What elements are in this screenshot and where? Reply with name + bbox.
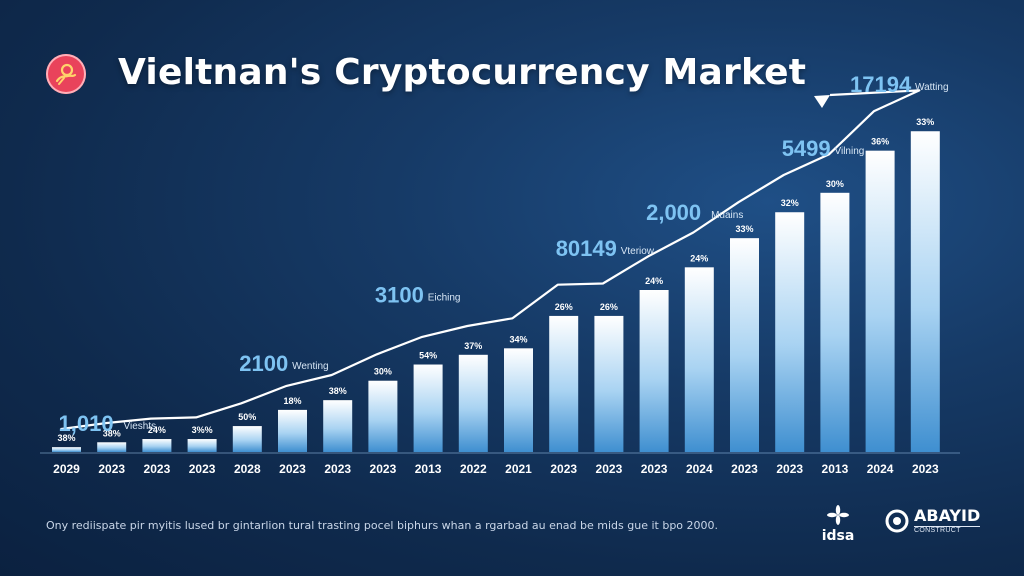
- bar: [594, 315, 624, 452]
- callout-value: 5499: [782, 136, 831, 161]
- callout-label: Vieshts: [124, 421, 157, 432]
- bar: [368, 380, 398, 452]
- bar-value-label: 37%: [464, 341, 482, 351]
- bar: [684, 267, 714, 452]
- bar: [639, 290, 669, 452]
- x-tick-label: 2023: [324, 462, 351, 476]
- x-tick-label: 2023: [641, 462, 668, 476]
- callout: 2100 Wenting: [239, 351, 328, 376]
- x-tick-label: 2023: [776, 462, 803, 476]
- x-tick-label: 2024: [867, 462, 894, 476]
- bar-value-label: 26%: [600, 302, 618, 312]
- x-tick-label: 2013: [822, 462, 849, 476]
- bar-value-label: 30%: [374, 367, 392, 377]
- bar-value-label: 34%: [509, 334, 527, 344]
- bar-value-label: 26%: [555, 302, 573, 312]
- callout: 2,000 Muains: [646, 200, 743, 225]
- callout-label: Watting: [915, 82, 949, 93]
- bar-value-label: 30%: [826, 179, 844, 189]
- bar: [865, 150, 895, 452]
- brand-name-left: idsa: [821, 528, 855, 544]
- callout: 3100 Eiching: [375, 283, 461, 308]
- x-tick-label: 2021: [505, 462, 532, 476]
- bar: [97, 442, 127, 452]
- bar: [278, 409, 307, 452]
- x-tick-label: 2022: [460, 462, 487, 476]
- callout-label: Muains: [711, 210, 743, 221]
- bar-value-label: 36%: [871, 137, 889, 147]
- bar: [820, 192, 850, 453]
- bar-value-label: 38%: [103, 428, 121, 438]
- bar-value-label: 24%: [645, 276, 663, 286]
- x-tick-label: 2023: [98, 462, 125, 476]
- x-tick-label: 2023: [144, 462, 171, 476]
- bar: [504, 348, 533, 452]
- x-tick-label: 2023: [189, 462, 216, 476]
- x-tick-label: 2023: [731, 462, 758, 476]
- x-tick-label: 2023: [912, 462, 939, 476]
- coin-hand-icon: [46, 54, 86, 94]
- brand-tagline-right: CONSTRUCT: [914, 526, 981, 534]
- flower-icon: [827, 505, 849, 525]
- x-tick-label: 2028: [234, 462, 261, 476]
- x-tick-label: 2029: [53, 462, 80, 476]
- bar-value-label: 54%: [419, 351, 437, 361]
- brand-logo-right: ABAYID CONSTRUCT: [884, 506, 981, 534]
- callout-value: 3100: [375, 283, 424, 308]
- bar: [910, 131, 940, 453]
- x-tick-label: 2023: [370, 462, 397, 476]
- bar-value-label: 24%: [690, 253, 708, 263]
- callout-label: Eiching: [428, 293, 461, 304]
- bar-value-label: 50%: [238, 412, 256, 422]
- x-tick-label: 2023: [279, 462, 306, 476]
- bar: [187, 439, 217, 452]
- bar-value-label: 24%: [148, 425, 166, 435]
- callout-value: 80149: [556, 236, 617, 261]
- bar-value-label: 33%: [735, 224, 753, 234]
- bar: [232, 426, 262, 452]
- x-tick-label: 2023: [550, 462, 577, 476]
- callout-value: 2,000: [646, 200, 701, 225]
- x-tick-label: 2024: [686, 462, 713, 476]
- callout: 1,010 Vieshts: [59, 411, 157, 436]
- bar: [730, 238, 759, 452]
- callout-value: 17194: [850, 72, 912, 97]
- bar-value-label: 33%: [916, 117, 934, 127]
- brand-name-right: ABAYID: [914, 506, 981, 525]
- callout-value: 2100: [239, 351, 288, 376]
- arrow-up-right-icon: [814, 95, 830, 108]
- bar: [323, 400, 353, 452]
- bar: [458, 354, 488, 452]
- bar: [775, 212, 805, 452]
- bar: [413, 364, 443, 452]
- brand-logo-left: idsa: [808, 505, 868, 544]
- bar: [549, 315, 579, 452]
- bar: [142, 439, 172, 452]
- callout-label: Wenting: [292, 361, 329, 372]
- x-tick-label: 2013: [415, 462, 442, 476]
- callout-label: Vteriow: [621, 246, 655, 257]
- bar: [52, 447, 81, 452]
- x-tick-label: 2023: [596, 462, 623, 476]
- callout-value: 1,010: [59, 411, 114, 436]
- bar-value-label: 38%: [329, 386, 347, 396]
- callout: 5499 Vilning: [782, 136, 865, 161]
- bar-value-label: 3%%: [192, 425, 213, 435]
- bar-value-label: 32%: [781, 198, 799, 208]
- footnote: Ony rediispate pir myitis lused br ginta…: [46, 519, 719, 532]
- trend-line: [60, 89, 921, 431]
- ring-logo-icon: [885, 509, 909, 533]
- bar-value-label: 18%: [283, 396, 301, 406]
- chart-title: Vieltnan's Cryptocurrency Market: [118, 52, 807, 93]
- callout: 17194 Watting: [850, 72, 949, 97]
- callout: 80149 Vteriow: [556, 236, 655, 261]
- bar-value-label: 38%: [57, 433, 75, 443]
- callout-label: Vilning: [835, 146, 865, 157]
